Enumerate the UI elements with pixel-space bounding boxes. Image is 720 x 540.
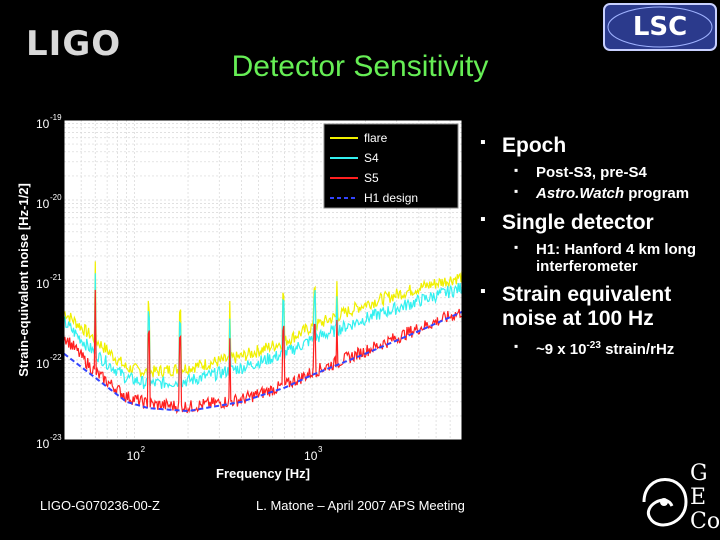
y-tick-exponent: -19 [50, 113, 62, 122]
x-axis-label: Frequency [Hz] [216, 466, 310, 481]
series-line-h1-design [63, 310, 463, 412]
lsc-logo-text: LSC [633, 12, 687, 42]
x-tick-label: 10 [127, 449, 141, 463]
series-line-s4 [63, 273, 463, 390]
footer-talk: L. Matone – April 2007 APS Meeting [256, 498, 465, 513]
bullet-epoch: Epoch [478, 134, 720, 158]
x-tick-exponent: 2 [141, 445, 146, 454]
strain-value-suffix: strain/rHz [600, 340, 675, 358]
y-tick-exponent: -20 [50, 193, 62, 202]
sub-bullet-astrowatch: Astro.Watch program [478, 185, 720, 202]
geo-letter-g: G [690, 461, 708, 486]
h1-text: H1: Hanford 4 km long [536, 240, 697, 258]
ligo-logo: LIGO [26, 24, 122, 64]
geo-letter-e: E [690, 485, 707, 510]
x-tick-label: 10 [304, 449, 318, 463]
y-tick-exponent: -23 [50, 433, 62, 442]
sub-bullet-strain-value: ~9 x 10-23 strain/rHz [478, 340, 720, 358]
sensitivity-chart: flare S4 S5 H1 design 10 2 10 3 10 -19 10 -20 10 -21 1… [14, 112, 474, 482]
astrowatch-suffix: program [624, 185, 690, 203]
geo-logo [636, 462, 720, 540]
y-tick-label: 10 [36, 357, 50, 371]
strain-line-1: Strain equivalent [502, 283, 672, 307]
series-line-flare [63, 261, 463, 379]
strain-value-text: ~9 x 10 [536, 340, 587, 358]
strain-value-sup: -23 [586, 339, 601, 351]
x-tick-exponent: 3 [318, 445, 323, 454]
y-tick-label: 10 [36, 117, 50, 131]
sub-bullet-post-s3: Post-S3, pre-S4 [478, 164, 720, 181]
legend-label-h1-design: H1 design [364, 191, 418, 205]
series-line-s5 [63, 289, 463, 415]
y-tick-label: 10 [36, 437, 50, 451]
y-tick-label: 10 [36, 277, 50, 291]
geo-letter-co: Co [690, 509, 720, 534]
lsc-logo: LSC [603, 3, 717, 51]
strain-line-2: noise at 100 Hz [502, 307, 654, 331]
astrowatch-text: Astro.Watch [536, 185, 625, 203]
bullet-single-detector: Single detector [478, 211, 720, 235]
y-tick-exponent: -22 [50, 353, 62, 362]
geo-logo-letters: G E Co [690, 462, 720, 534]
y-tick-label: 10 [36, 197, 50, 211]
legend-label-flare: flare [364, 131, 388, 145]
footer-doc-id: LIGO-G070236-00-Z [40, 498, 160, 513]
h1-text-2: interferometer [536, 258, 638, 276]
y-tick-exponent: -21 [50, 273, 62, 282]
legend-label-s5: S5 [364, 171, 379, 185]
y-axis-label: Strain-equivalent noise [Hz-1/2] [16, 183, 31, 377]
page-title: Detector Sensitivity [231, 50, 489, 83]
bullet-list: Epoch Post-S3, pre-S4 Astro.Watch progra… [478, 134, 720, 362]
plot-frame [63, 119, 463, 441]
legend-label-s4: S4 [364, 151, 379, 165]
